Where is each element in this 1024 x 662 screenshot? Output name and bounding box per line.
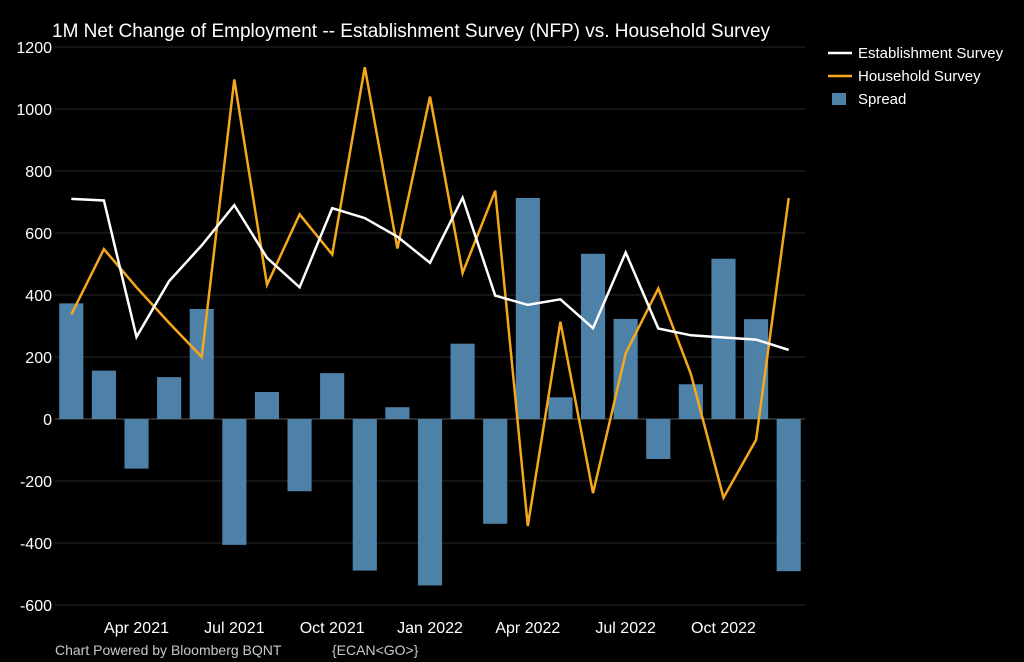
x-tick-label: Oct 2021 bbox=[300, 620, 365, 637]
spread-bar bbox=[124, 419, 149, 469]
spread-bar bbox=[222, 419, 247, 545]
x-tick-label: Apr 2021 bbox=[104, 620, 169, 637]
y-tick-label: 1200 bbox=[16, 40, 52, 57]
spread-bars bbox=[59, 197, 801, 586]
spread-bar bbox=[320, 373, 345, 419]
spread-bar bbox=[385, 407, 410, 419]
spread-bar bbox=[450, 343, 475, 419]
spread-bar bbox=[352, 419, 377, 571]
spread-bar bbox=[483, 419, 508, 524]
y-tick-label: -600 bbox=[20, 598, 52, 615]
x-tick-label: Jul 2022 bbox=[595, 620, 656, 637]
y-tick-label: 0 bbox=[43, 412, 52, 429]
series-lines bbox=[70, 66, 790, 527]
x-tick-label: Apr 2022 bbox=[495, 620, 560, 637]
legend-swatch bbox=[832, 93, 846, 105]
y-tick-label: 400 bbox=[25, 288, 52, 305]
x-tick-label: Jul 2021 bbox=[204, 620, 265, 637]
legend-label: Establishment Survey bbox=[858, 45, 1004, 62]
spread-bar bbox=[157, 377, 182, 419]
establishment-survey-line bbox=[71, 194, 790, 352]
legend: Establishment Survey Household Survey Spre… bbox=[828, 45, 1004, 108]
spread-bar bbox=[646, 419, 671, 459]
legend-label: Household Survey bbox=[858, 68, 981, 85]
spread-bar bbox=[548, 397, 573, 419]
y-tick-label: 800 bbox=[25, 164, 52, 181]
spread-bar bbox=[744, 319, 769, 419]
y-tick-label: 200 bbox=[25, 350, 52, 367]
x-axis: Apr 2021 Jul 2021 Oct 2021 Jan 2022 Apr 2022… bbox=[104, 620, 756, 637]
x-tick-label: Oct 2022 bbox=[691, 620, 756, 637]
y-tick-label: 1000 bbox=[16, 102, 52, 119]
y-tick-label: -200 bbox=[20, 474, 52, 491]
spread-bar bbox=[515, 197, 540, 419]
legend-label: Spread bbox=[858, 91, 906, 108]
chart-title: 1M Net Change of Employment -- Establish… bbox=[52, 21, 771, 42]
spread-bar bbox=[580, 253, 606, 419]
footer-code: {ECAN<GO>} bbox=[332, 642, 419, 658]
spread-bar bbox=[59, 303, 84, 419]
spread-bar bbox=[287, 419, 312, 492]
household-survey-line bbox=[70, 66, 790, 527]
y-axis: -600 -400 -200 0 200 400 600 800 1000 1200 bbox=[16, 40, 52, 615]
footer-credit: Chart Powered by Bloomberg BQNT bbox=[55, 642, 282, 658]
y-tick-label: -400 bbox=[20, 536, 52, 553]
spread-bar bbox=[91, 370, 116, 419]
y-tick-label: 600 bbox=[25, 226, 52, 243]
spread-bar bbox=[417, 419, 443, 586]
spread-bar bbox=[189, 308, 214, 419]
spread-bar bbox=[254, 392, 280, 419]
spread-bar bbox=[776, 419, 801, 572]
x-tick-label: Jan 2022 bbox=[397, 620, 463, 637]
